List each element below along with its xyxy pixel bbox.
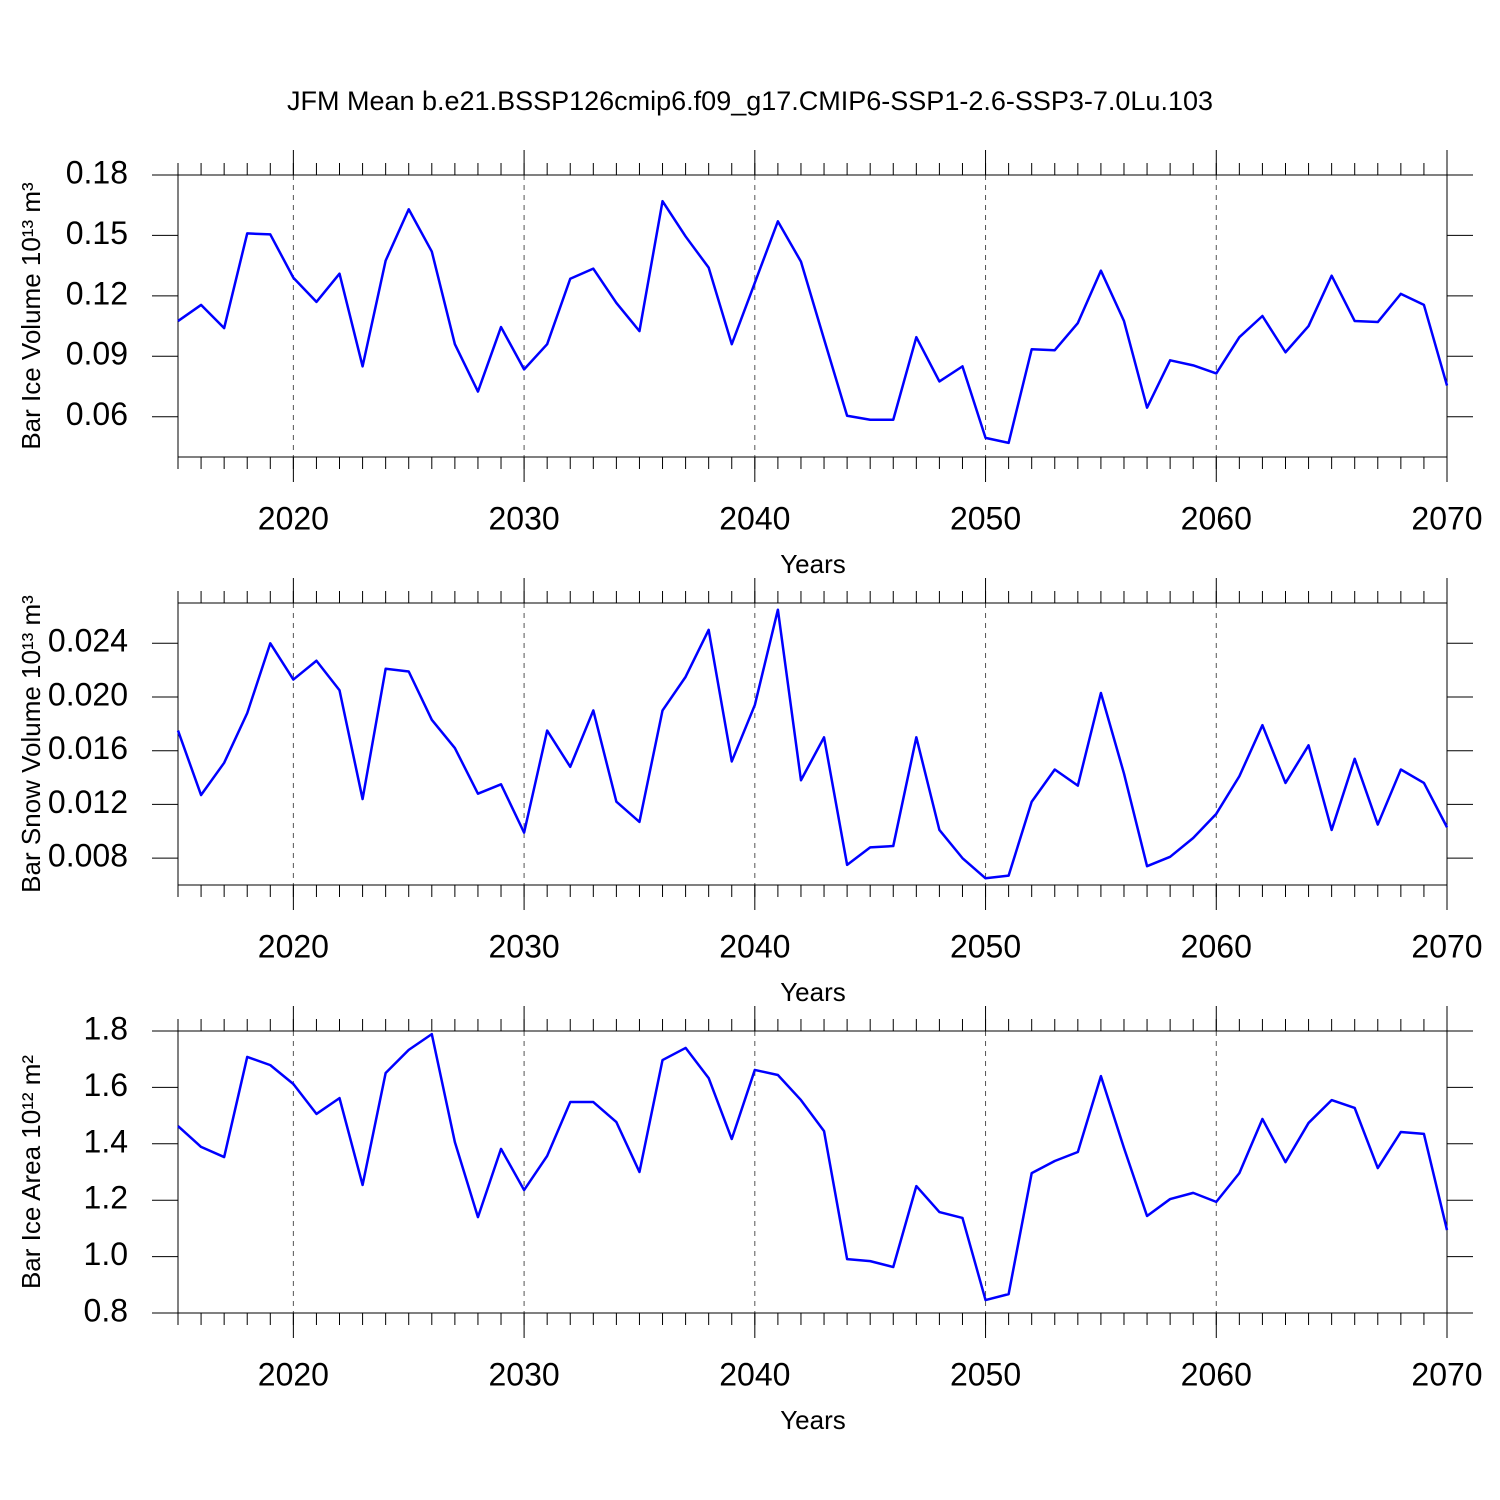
x-tick-label: 2020 <box>258 500 329 536</box>
data-line <box>177 199 1449 445</box>
y-tick-label: 0.024 <box>48 623 128 659</box>
x-tick-label: 2040 <box>719 500 790 536</box>
x-tick-label: 2030 <box>488 500 559 536</box>
y-tick-label: 1.0 <box>84 1236 128 1272</box>
y-tick-label: 0.12 <box>66 275 128 311</box>
y-tick-label: 0.012 <box>48 784 128 820</box>
x-tick-label: 2020 <box>258 928 329 964</box>
x-tick-label: 2070 <box>1411 500 1482 536</box>
y-tick-label: 0.020 <box>48 676 128 712</box>
y-axis-label: Bar Ice Volume 10¹³ m³ <box>16 182 46 450</box>
y-axis-label: Bar Ice Area 10¹² m² <box>16 1055 46 1289</box>
x-tick-label: 2050 <box>950 500 1021 536</box>
plot-frame <box>177 1030 1448 1314</box>
y-tick-label: 1.6 <box>84 1067 128 1103</box>
x-tick-label: 2060 <box>1181 500 1252 536</box>
y-tick-label: 1.8 <box>84 1010 128 1046</box>
x-tick-label: 2070 <box>1411 1356 1482 1392</box>
y-tick-label: 1.4 <box>84 1123 128 1159</box>
x-axis-label: Years <box>780 977 846 1007</box>
y-tick-label: 0.008 <box>48 838 128 874</box>
y-tick-label: 1.2 <box>84 1180 128 1216</box>
x-tick-label: 2050 <box>950 1356 1021 1392</box>
y-tick-label: 0.09 <box>66 336 128 372</box>
y-tick-label: 0.016 <box>48 730 128 766</box>
y-tick-label: 0.06 <box>66 396 128 432</box>
y-tick-label: 0.15 <box>66 215 128 251</box>
x-axis-label: Years <box>780 1405 846 1435</box>
y-axis-label: Bar Snow Volume 10¹³ m³ <box>16 595 46 893</box>
x-tick-label: 2020 <box>258 1356 329 1392</box>
data-line <box>176 608 1449 880</box>
x-tick-label: 2030 <box>488 1356 559 1392</box>
x-tick-label: 2060 <box>1181 1356 1252 1392</box>
chart-title: JFM Mean b.e21.BSSP126cmip6.f09_g17.CMIP… <box>287 86 1213 116</box>
x-tick-label: 2070 <box>1411 928 1482 964</box>
plot-frame <box>177 174 1448 458</box>
x-tick-label: 2060 <box>1181 928 1252 964</box>
x-tick-label: 2040 <box>719 1356 790 1392</box>
x-tick-label: 2050 <box>950 928 1021 964</box>
x-axis-label: Years <box>780 549 846 579</box>
y-tick-label: 0.18 <box>66 154 128 190</box>
x-tick-label: 2030 <box>488 928 559 964</box>
plot-frame <box>177 602 1448 886</box>
data-line <box>177 1032 1449 1302</box>
y-tick-label: 0.8 <box>84 1292 128 1328</box>
x-tick-label: 2040 <box>719 928 790 964</box>
